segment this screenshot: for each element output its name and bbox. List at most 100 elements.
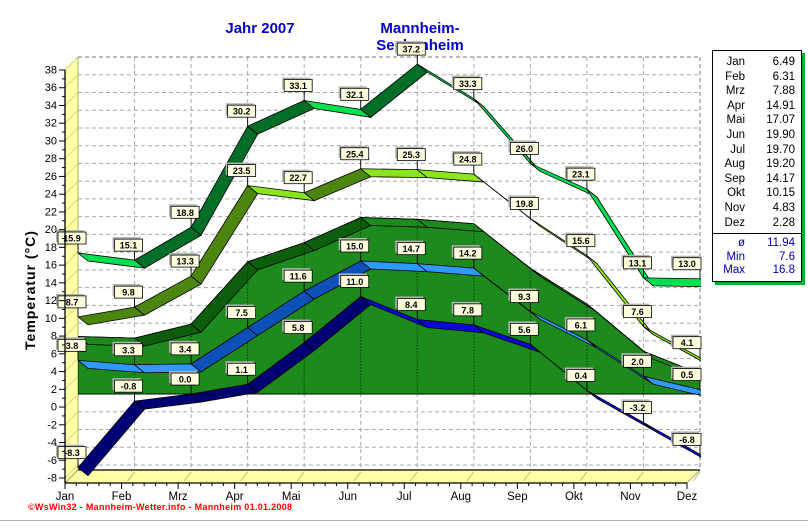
svg-text:14.2: 14.2 xyxy=(459,249,477,259)
data-label-flag-mean-max: 4.1 xyxy=(671,334,702,358)
legend-month-row: Jul 19.70 xyxy=(719,143,795,158)
axes: -8-6-4-202468101214161820222426283032343… xyxy=(45,65,698,504)
svg-text:37.2: 37.2 xyxy=(403,45,421,55)
legend-stat-row-value: 7.6 xyxy=(779,250,795,263)
data-label-flag-absolute-min: 5.6 xyxy=(508,321,539,345)
legend-month-row-value: 19.20 xyxy=(766,158,795,171)
bottom-divider xyxy=(0,520,808,521)
legend-month-row-label: Mrz xyxy=(725,85,745,98)
x-tick-label-mai: Mai xyxy=(282,491,301,503)
y-tick-label: 28 xyxy=(45,153,57,165)
legend-stat-row-value: 11.94 xyxy=(767,237,795,250)
legend-month-row-label: Sep xyxy=(724,172,745,185)
svg-text:3.8: 3.8 xyxy=(66,341,79,351)
y-tick-label: 38 xyxy=(45,65,57,77)
legend-month-row-label: Apr xyxy=(727,99,745,112)
x-tick-label-nov: Nov xyxy=(620,491,641,503)
y-tick-label: 16 xyxy=(45,260,57,272)
data-label-flag-mean-min: 11.6 xyxy=(282,268,313,292)
data-label-flag-mean-min: 2.0 xyxy=(621,353,652,377)
data-label-flag-mean-min: 9.3 xyxy=(508,288,539,312)
y-tick-label: 0 xyxy=(51,402,57,414)
svg-text:14.7: 14.7 xyxy=(403,244,421,254)
svg-text:9.8: 9.8 xyxy=(122,288,135,298)
x-tick-label-apr: Apr xyxy=(226,491,244,503)
data-label-flag-mean-min: 0.5 xyxy=(671,366,702,390)
legend-month-row-value: 17.07 xyxy=(766,114,795,127)
svg-text:13.0: 13.0 xyxy=(678,259,696,269)
x-tick-label-jul: Jul xyxy=(397,491,412,503)
legend-stat-row-label: ø xyxy=(737,237,745,250)
legend-month-row-label: Aug xyxy=(724,158,745,171)
data-label-flag-mean-max: 24.8 xyxy=(451,151,483,175)
data-label-flag-mean-max: 15.6 xyxy=(564,232,596,256)
data-label-flag-mean-max: 23.5 xyxy=(225,162,257,186)
legend-stat-row: Max 16.8 xyxy=(719,264,795,277)
legend-month-row: Jan 6.49 xyxy=(719,55,795,70)
legend-month-row-value: 19.90 xyxy=(766,128,795,141)
legend-month-row: Mai 17.07 xyxy=(719,113,795,128)
legend-stat-row-label: Max xyxy=(723,263,745,276)
data-label-flag-absolute-max: 37.2 xyxy=(395,41,426,65)
data-label-flag-absolute-min: 8.4 xyxy=(395,296,426,320)
svg-text:8.7: 8.7 xyxy=(66,297,79,307)
data-label-flag-mean-max: 9.8 xyxy=(112,284,143,308)
svg-text:18.8: 18.8 xyxy=(176,208,194,218)
svg-text:13.1: 13.1 xyxy=(629,258,647,268)
legend-month-row-label: Nov xyxy=(724,201,745,214)
svg-text:9.3: 9.3 xyxy=(518,292,531,302)
x-tick-label-feb: Feb xyxy=(112,491,132,503)
data-label-flag-mean-min: 6.1 xyxy=(564,316,596,340)
legend-month-row-label: Okt xyxy=(727,187,745,200)
svg-text:15.1: 15.1 xyxy=(120,241,138,251)
data-label-flag-mean-max: 7.6 xyxy=(621,303,652,327)
data-label-flag-mean-max: 25.4 xyxy=(338,145,370,169)
legend-box: Jan 6.49 Feb 6.31 Mrz 7.88 Apr 14.91 Mai 17.07 Jun… xyxy=(712,50,802,283)
legend-month-row: Mrz 7.88 xyxy=(719,84,795,99)
y-tick-label: 6 xyxy=(51,348,57,360)
svg-text:23.5: 23.5 xyxy=(233,166,251,176)
svg-text:0.0: 0.0 xyxy=(179,375,192,385)
chart-title-year: Jahr 2007 xyxy=(225,20,295,37)
svg-text:33.3: 33.3 xyxy=(459,79,477,89)
data-label-flag-absolute-min: 7.8 xyxy=(451,301,483,325)
data-label-flag-absolute-min: 5.8 xyxy=(282,319,313,343)
svg-text:1.1: 1.1 xyxy=(235,365,248,375)
data-label-flag-absolute-max: 33.1 xyxy=(282,77,313,101)
y-tick-label: 30 xyxy=(45,135,57,147)
legend-stat-row-value: 16.8 xyxy=(772,263,795,276)
svg-text:22.7: 22.7 xyxy=(289,173,307,183)
legend-stat-row: ø 11.94 xyxy=(719,237,795,250)
data-label-flag-absolute-min: -6.8 xyxy=(671,431,702,455)
legend-stat-row: Min 7.6 xyxy=(719,251,795,264)
svg-text:5.6: 5.6 xyxy=(518,325,531,335)
legend-month-row-value: 7.88 xyxy=(772,85,795,98)
legend-month-row-label: Jun xyxy=(726,128,745,141)
y-tick-label: 22 xyxy=(45,206,57,218)
x-tick-label-dez: Dez xyxy=(677,491,698,503)
legend-month-row-label: Dez xyxy=(724,216,745,229)
svg-text:-3.2: -3.2 xyxy=(630,403,646,413)
svg-text:6.1: 6.1 xyxy=(575,320,588,330)
legend-annual-stats: ø 11.94 Min 7.6 Max 16.8 xyxy=(713,234,801,281)
legend-month-row-value: 4.83 xyxy=(772,201,795,214)
floor-3d xyxy=(64,469,701,484)
svg-text:23.1: 23.1 xyxy=(572,170,590,180)
y-tick-label: 2 xyxy=(51,384,57,396)
svg-text:25.4: 25.4 xyxy=(346,149,364,159)
x-tick-label-aug: Aug xyxy=(451,491,471,503)
data-label-flag-absolute-max: 18.8 xyxy=(169,204,200,228)
svg-text:25.3: 25.3 xyxy=(403,150,421,160)
svg-text:-6.8: -6.8 xyxy=(679,435,695,445)
data-label-flag-absolute-max: 26.0 xyxy=(508,140,539,164)
legend-month-row-label: Jan xyxy=(726,56,745,68)
legend-stat-row-label: Min xyxy=(726,250,745,263)
y-tick-label: 34 xyxy=(45,100,57,112)
svg-text:15.0: 15.0 xyxy=(346,242,364,252)
y-tick-label: -6 xyxy=(47,455,57,467)
data-label-flag-absolute-min: 0.0 xyxy=(169,371,200,395)
data-label-flag-absolute-max: 13.1 xyxy=(621,254,652,278)
data-label-flags: 15.9 15.1 18.8 30.2 33.1 32.1 37.2 33.3 26.0 23.1… xyxy=(56,41,702,468)
